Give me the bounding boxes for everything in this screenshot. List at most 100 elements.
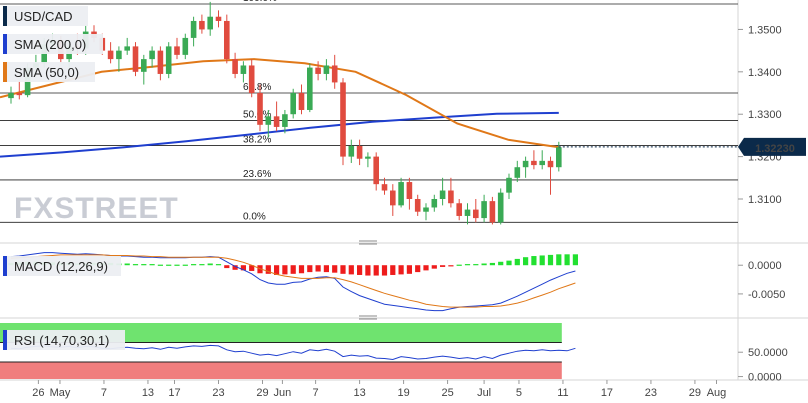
macd-histogram-bar: [547, 254, 554, 266]
fxstreet-watermark: FXSTREET: [14, 192, 179, 225]
panel-splitter-1[interactable]: [359, 240, 377, 245]
macd-histogram-bar: [398, 265, 404, 275]
macd-tick-0: 0.0000: [748, 260, 782, 272]
macd-histogram-bar: [166, 264, 172, 266]
candle-body: [414, 199, 421, 212]
macd-histogram-bar: [307, 265, 313, 273]
candle-body: [315, 67, 321, 74]
panel-splitter-2[interactable]: [359, 315, 377, 320]
candle-body: [547, 160, 554, 168]
candle-body: [182, 37, 189, 55]
candle: [373, 152, 379, 191]
time-label-7: 29: [256, 387, 268, 399]
candle-body: [556, 147, 562, 168]
macd-histogram-bar: [390, 265, 396, 275]
candle-body: [323, 65, 330, 74]
candle-body: [240, 65, 247, 74]
time-label-4: 13: [142, 387, 154, 399]
candle-body: [456, 203, 462, 216]
macd-histogram-bar: [174, 264, 180, 266]
candle-body: [531, 160, 537, 166]
candle: [273, 101, 280, 132]
candle-body: [132, 46, 139, 72]
candle-body: [506, 177, 512, 193]
candle-body: [190, 20, 197, 38]
macd-histogram-bar: [332, 265, 338, 273]
candle: [340, 78, 346, 166]
candle: [174, 37, 180, 60]
candle-body: [116, 50, 122, 60]
candle: [439, 177, 446, 206]
candle-body: [215, 16, 222, 21]
candle-body: [423, 207, 429, 212]
candle-body: [107, 50, 114, 60]
sma200-chip-label: SMA (200,0): [14, 37, 86, 52]
macd-histogram-bar: [456, 264, 462, 266]
legend-chips: USD/CAD SMA (200,0) SMA (50,0) MACD (12,26,…: [3, 6, 125, 350]
candle-body: [273, 116, 280, 127]
time-label-10: 13: [353, 387, 365, 399]
macd-histogram-bar: [199, 264, 205, 266]
macd-histogram-bar: [249, 265, 255, 271]
symbol-chip[interactable]: USD/CAD: [3, 6, 88, 26]
candle: [489, 196, 496, 225]
sma50-chip-label: SMA (50,0): [14, 65, 79, 80]
candle: [522, 156, 529, 178]
candle: [481, 194, 487, 223]
candle-body: [365, 156, 371, 159]
candle-body: [481, 201, 487, 219]
sma-200-line: [0, 111, 559, 158]
macd-chip-bg: [3, 256, 121, 276]
candle: [190, 16, 197, 47]
sma200-chip-bg: [3, 34, 103, 54]
macd-histogram-bar: [298, 265, 305, 274]
rsi-chip[interactable]: RSI (14,70,30,1): [3, 330, 125, 350]
macd-chip[interactable]: MACD (12,26,9): [3, 256, 121, 276]
candle-body: [497, 192, 504, 223]
time-label-3: 7: [101, 387, 107, 399]
candle: [356, 139, 363, 166]
macd-histogram-bar: [415, 265, 421, 273]
macd-histogram-bar: [357, 265, 363, 275]
macd-histogram-bar: [431, 265, 437, 269]
macd-histogram-bar: [282, 265, 288, 275]
macd-histogram-bar: [157, 264, 163, 266]
candle: [107, 42, 114, 64]
macd-histogram-bar: [124, 263, 130, 266]
sma200-chip-swatch: [3, 34, 7, 54]
candle: [240, 61, 247, 83]
macd-histogram-bar: [489, 262, 495, 266]
candle-body: [8, 93, 14, 99]
rsi-oversold-zone: [0, 361, 562, 379]
candle-body: [448, 190, 454, 204]
time-axis: 26 May 7 13 17 23 29 Jun 7 13 19 25 Jul 5 11 17 23 29 Aug: [32, 380, 726, 399]
time-label-16: 17: [601, 387, 613, 399]
candle-body: [290, 93, 296, 115]
candle: [431, 194, 438, 212]
candle: [331, 54, 338, 89]
candle: [464, 203, 471, 225]
macd-panel[interactable]: [0, 247, 738, 315]
candle-body: [165, 46, 172, 74]
candle: [157, 46, 164, 81]
candle: [315, 61, 321, 81]
candle: [16, 80, 23, 100]
sma200-chip[interactable]: SMA (200,0): [3, 34, 103, 54]
macd-histogram-bar: [373, 265, 379, 276]
candle-body: [282, 114, 288, 127]
time-label-19: Aug: [707, 387, 727, 399]
price-tick-1: 1.3400: [748, 67, 782, 79]
time-label-13: Jul: [477, 387, 491, 399]
candle: [298, 84, 305, 115]
sma50-chip[interactable]: SMA (50,0): [3, 62, 95, 82]
macd-chip-swatch: [3, 256, 7, 276]
macd-histogram-bar: [498, 261, 504, 266]
candle-body: [373, 156, 379, 185]
candle-body: [16, 93, 23, 96]
rsi-indicator: 50.0000 0.0000: [0, 323, 788, 384]
candle: [8, 86, 14, 104]
sma50-chip-swatch: [3, 62, 7, 82]
